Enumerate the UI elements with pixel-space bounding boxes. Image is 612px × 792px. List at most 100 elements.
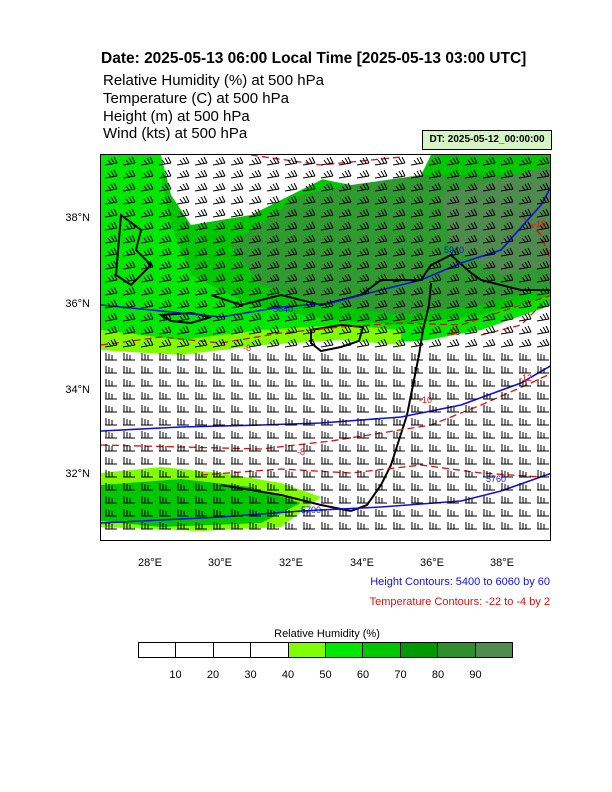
wind-barb-89 — [356, 195, 370, 205]
wind-barb-300 — [104, 312, 118, 322]
wind-barb-408 — [249, 366, 261, 374]
wind-barb-187 — [320, 247, 334, 257]
wind-barb-197 — [500, 247, 514, 257]
wind-barb-27 — [140, 169, 154, 179]
wind-barb-201 — [122, 260, 136, 270]
wind-barb-297 — [500, 299, 514, 309]
wind-barb-304 — [176, 312, 190, 322]
wind-barb-23 — [518, 156, 532, 166]
wind-barb-302 — [140, 312, 154, 322]
wind-barb-133 — [248, 221, 262, 231]
wind-barb-230 — [194, 273, 208, 283]
wind-barb-181 — [212, 247, 226, 257]
wind-barb-290 — [374, 299, 388, 309]
wind-barbs — [104, 156, 550, 530]
wind-barb-653 — [159, 496, 171, 504]
wind-barb-291 — [392, 299, 406, 309]
temp-label-1: -6 — [243, 343, 251, 353]
wind-barb-577 — [141, 457, 153, 465]
wind-barb-41 — [392, 169, 406, 179]
wind-barb-555 — [195, 444, 207, 452]
temp-label-6: -18 — [533, 219, 546, 229]
wind-barb-341 — [392, 325, 406, 335]
wind-barb-690 — [375, 509, 387, 517]
colorbar-label-50: 50 — [319, 669, 332, 681]
wind-barb-294 — [446, 299, 460, 309]
wind-barb-126 — [122, 221, 136, 231]
wind-barb-365 — [374, 338, 388, 348]
wind-barb-72 — [500, 182, 514, 192]
wind-barb-397 — [501, 353, 513, 361]
wind-barb-145 — [464, 221, 478, 231]
wind-barb-399 — [537, 353, 549, 361]
wind-barb-81 — [212, 195, 226, 205]
rh-white-gap-1 — [161, 155, 331, 225]
wind-barb-105 — [194, 208, 208, 218]
wind-barb-472 — [501, 392, 513, 400]
wind-barb-409 — [267, 366, 279, 374]
wind-barb-9 — [266, 156, 280, 166]
wind-barb-556 — [213, 444, 225, 452]
wind-barb-281 — [212, 299, 226, 309]
wind-barb-415 — [375, 366, 387, 374]
wind-barb-33 — [248, 169, 262, 179]
wind-barb-193 — [428, 247, 442, 257]
wind-barb-688 — [339, 509, 351, 517]
wind-barb-324 — [536, 312, 550, 322]
wind-barb-396 — [483, 353, 495, 361]
wind-barb-382 — [231, 353, 243, 361]
wind-barb-60 — [284, 182, 298, 192]
wind-barb-586 — [303, 457, 315, 465]
wind-barb-387 — [321, 353, 333, 361]
temp-label-2: -8 — [297, 447, 305, 457]
wind-barb-309 — [266, 312, 280, 322]
wind-barb-170 — [464, 234, 478, 244]
wind-barb-594 — [447, 457, 459, 465]
wind-barb-93 — [428, 195, 442, 205]
wind-barb-83 — [248, 195, 262, 205]
wind-barb-66 — [392, 182, 406, 192]
wind-barb-542 — [411, 431, 423, 439]
wind-barb-40 — [374, 169, 388, 179]
wind-barb-563 — [339, 444, 351, 452]
wind-barb-597 — [501, 457, 513, 465]
wind-barb-587 — [321, 457, 333, 465]
wind-barb-379 — [177, 353, 189, 361]
wind-barb-517 — [411, 418, 423, 426]
wind-barb-32 — [230, 169, 244, 179]
contour-labels: 5940 5640 5760 5700 -6 -8 -10 -12 -16 -1… — [243, 219, 546, 515]
wind-barb-212 — [320, 260, 334, 270]
wind-barb-700 — [105, 522, 117, 530]
wind-barb-683 — [249, 509, 261, 517]
wind-barb-166 — [392, 234, 406, 244]
wind-barb-551 — [123, 444, 135, 452]
wind-barb-481 — [213, 405, 225, 413]
wind-barb-591 — [393, 457, 405, 465]
wind-barb-633 — [249, 483, 261, 491]
wind-barb-109 — [266, 208, 280, 218]
wind-barb-491 — [393, 405, 405, 413]
wind-barb-544 — [447, 431, 459, 439]
colorbar-segment-7 — [400, 643, 439, 657]
wind-barb-699 — [537, 509, 549, 517]
wind-barb-87 — [320, 195, 334, 205]
wind-barb-721 — [483, 522, 495, 530]
wind-barb-313 — [338, 312, 352, 322]
wind-barb-92 — [410, 195, 424, 205]
wind-barb-582 — [231, 457, 243, 465]
wind-barb-536 — [303, 431, 315, 439]
map-panel: 5940 5640 5760 5700 -6 -8 -10 -12 -16 -1… — [100, 154, 551, 541]
wind-barb-553 — [159, 444, 171, 452]
wind-barb-267 — [410, 286, 424, 296]
wind-barb-712 — [321, 522, 333, 530]
wind-barb-656 — [213, 496, 225, 504]
wind-barb-723 — [519, 522, 531, 530]
wind-barb-168 — [428, 234, 442, 244]
wind-barb-258 — [248, 286, 262, 296]
header-temp: Temperature (C) at 500 hPa — [103, 90, 289, 107]
wind-barb-196 — [482, 247, 496, 257]
wind-barb-13 — [338, 156, 352, 166]
wind-barb-659 — [267, 496, 279, 504]
wind-barb-192 — [410, 247, 424, 257]
wind-barb-310 — [284, 312, 298, 322]
